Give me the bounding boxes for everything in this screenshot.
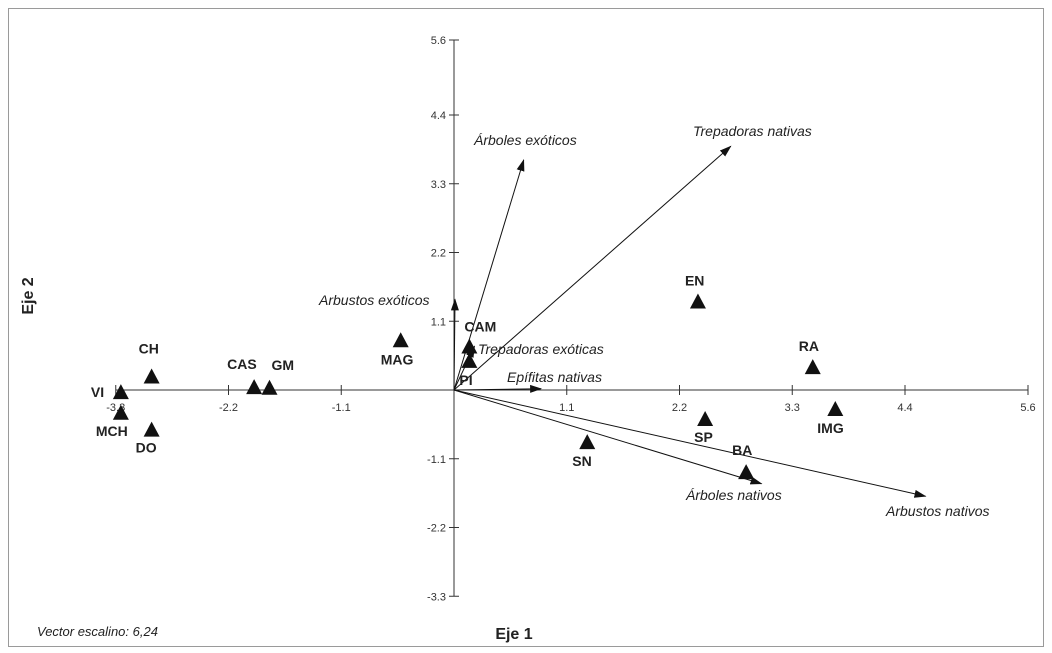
site-marker	[579, 434, 596, 450]
y-tick-label: -2.2	[427, 523, 446, 535]
site-label: RA	[799, 338, 819, 354]
labels: Árboles exóticos Trepadoras nativas Arbust…	[91, 123, 990, 519]
x-tick-label: 1.1	[559, 402, 574, 414]
x-tick-label: -1.1	[332, 402, 351, 414]
site-label: MAG	[381, 351, 414, 367]
vector-label: Trepadoras exóticas	[478, 341, 604, 357]
site-label: SP	[694, 429, 713, 445]
axes: -3.3 -2.2 -1.1 1.1 2.2 3.3 4.4 5.6 5.6 4.4 3.3 2.2 1…	[106, 35, 1035, 603]
site-marker	[827, 401, 844, 416]
x-axis-title: Eje 1	[495, 626, 532, 643]
vector-arrow	[453, 389, 927, 498]
site-marker	[112, 384, 129, 400]
vector-arrow	[453, 145, 732, 391]
x-tick-label: 2.2	[672, 402, 687, 414]
site-marker	[112, 404, 129, 420]
chart-frame: -3.3 -2.2 -1.1 1.1 2.2 3.3 4.4 5.6 5.6 4.4 3.3 2.2 1…	[8, 8, 1044, 647]
site-marker	[689, 293, 706, 309]
y-tick-label: 4.4	[431, 110, 446, 122]
site-marker	[461, 338, 478, 354]
vector-label: Árboles nativos	[685, 487, 782, 503]
site-marker	[392, 332, 409, 348]
site-label: CH	[139, 341, 159, 357]
site-label: GM	[272, 357, 295, 373]
y-tick-label: -3.3	[427, 591, 446, 603]
site-marker	[738, 464, 755, 480]
x-tick-label: 5.6	[1020, 402, 1035, 414]
site-marker	[461, 352, 478, 368]
vectors	[450, 145, 927, 498]
site-label: DO	[136, 440, 157, 456]
site-label: VI	[91, 384, 104, 400]
x-tick-label: 4.4	[897, 402, 912, 414]
site-label: CAM	[464, 319, 496, 335]
y-tick-label: 5.6	[431, 35, 446, 47]
site-label: EN	[685, 273, 704, 289]
scale-note: Vector escalino: 6,24	[37, 624, 158, 639]
vector-arrow	[453, 345, 475, 391]
points	[112, 293, 844, 480]
y-tick-label: 2.2	[431, 248, 446, 260]
biplot-chart: -3.3 -2.2 -1.1 1.1 2.2 3.3 4.4 5.6 5.6 4.4 3.3 2.2 1…	[20, 35, 1036, 643]
site-label: CAS	[227, 356, 257, 372]
vector-arrow	[453, 389, 763, 485]
y-tick-label: -1.1	[427, 454, 446, 466]
vector-label: Trepadoras nativas	[693, 123, 812, 139]
vector-arrow	[450, 298, 459, 391]
y-tick-label: 3.3	[431, 179, 446, 191]
x-tick-label: -2.2	[219, 402, 238, 414]
site-marker	[246, 379, 263, 395]
site-marker	[697, 411, 714, 426]
vector-arrow	[453, 384, 543, 393]
site-label: PI	[459, 372, 472, 388]
vector-label: Epífitas nativas	[507, 369, 602, 385]
site-marker	[143, 421, 160, 437]
vector-label: Arbustos nativos	[885, 503, 990, 519]
site-marker	[143, 368, 160, 384]
site-marker	[804, 359, 821, 375]
site-label: MCH	[96, 423, 128, 439]
y-tick-label: 1.1	[431, 316, 446, 328]
vector-label: Arbustos exóticos	[318, 292, 430, 308]
x-tick-label: 3.3	[785, 402, 800, 414]
site-label: SN	[572, 453, 591, 469]
y-axis-title: Eje 2	[20, 277, 37, 314]
site-label: BA	[732, 442, 752, 458]
site-marker	[261, 379, 278, 395]
site-label: IMG	[817, 420, 844, 436]
vector-label: Árboles exóticos	[473, 132, 577, 148]
